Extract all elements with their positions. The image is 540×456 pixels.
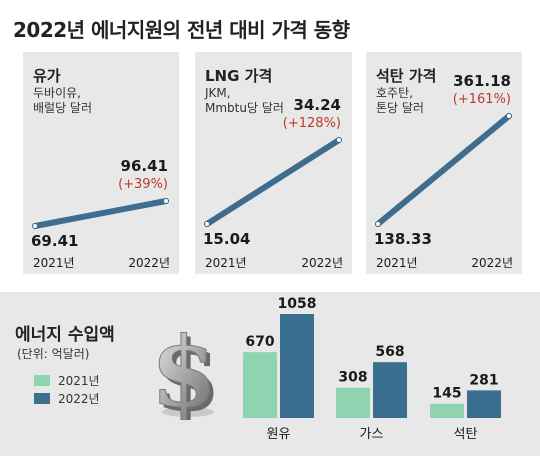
lng-value-2022: 34.24: [294, 96, 341, 114]
bar-value-gas-2021: 308: [338, 370, 367, 386]
legend-label-2022: 2022년: [58, 392, 100, 406]
imports-chart-title: 에너지 수입액: [15, 325, 115, 345]
lng-line-chart: 15.04 34.24 (+128%) 2021년 2022년: [203, 96, 343, 270]
category-label-crude-oil: 원유: [267, 427, 291, 442]
oil-change-label: (+39%): [118, 177, 168, 192]
lng-trend-line: [204, 137, 342, 227]
energy-imports-section: 에너지 수입액 (단위: 억달러) 2021년 2022년 $ $ 670 105…: [0, 292, 540, 456]
oil-value-2021: 69.41: [31, 232, 78, 250]
bar-value-coal-2022: 281: [469, 372, 498, 388]
coal-panel-subtitle: 호주탄, 톤당 달러: [376, 86, 424, 115]
lng-value-2021: 15.04: [203, 230, 250, 248]
coal-line-chart: 138.33 361.18 (+161%) 2021년 2022년: [374, 72, 513, 270]
coal-panel-title: 석탄 가격: [376, 67, 437, 85]
oil-point-2021: [32, 223, 38, 229]
oil-point-2022: [163, 198, 169, 204]
legend-swatch-2022: [34, 393, 50, 404]
oil-x-label-2022: 2022년: [128, 256, 170, 270]
svg-text:$: $: [155, 328, 220, 420]
legend-swatch-2021: [34, 375, 50, 386]
coal-value-2022: 361.18: [453, 72, 511, 90]
category-label-gas: 가스: [360, 427, 384, 442]
coal-price-panel: 석탄 가격 호주탄, 톤당 달러 138.33 361.18 (+161%) 2…: [366, 52, 522, 274]
coal-change-label: (+161%): [453, 92, 511, 107]
coal-x-label-2021: 2021년: [376, 256, 418, 270]
coal-x-label-2022: 2022년: [471, 256, 513, 270]
legend-label-2021: 2021년: [58, 374, 100, 388]
lng-point-2021: [204, 221, 210, 227]
lng-x-label-2022: 2022년: [301, 256, 343, 270]
oil-price-panel: 유가 두바이유, 배럴당 달러 69.41 96.41 (+39%) 2021년…: [23, 52, 179, 274]
oil-trend-line: [32, 198, 169, 229]
lng-change-label: (+128%): [283, 116, 341, 131]
imports-bar-chart: 670 1058 원유 308 568 가스 145 281 석탄: [243, 296, 501, 442]
coal-point-2022: [506, 113, 512, 119]
oil-panel-title: 유가: [33, 67, 61, 85]
lng-panel-title: LNG 가격: [205, 67, 273, 85]
bar-value-gas-2022: 568: [375, 344, 404, 360]
page-title: 2022년 에너지원의 전년 대비 가격 동향: [13, 18, 350, 42]
oil-line-chart: 69.41 96.41 (+39%) 2021년 2022년: [31, 157, 170, 270]
svg-text:$: $: [151, 328, 218, 420]
oil-value-2022: 96.41: [121, 157, 168, 175]
bar-coal-2021: [430, 403, 464, 418]
lng-panel-subtitle: JKM, Mmbtu당 달러: [205, 86, 284, 115]
coal-point-2021: [375, 221, 381, 227]
oil-x-label-2021: 2021년: [33, 256, 75, 270]
legend-item-2021: 2021년: [34, 372, 100, 389]
bar-crude-oil-2021: [243, 352, 277, 418]
bar-value-crude-oil-2021: 670: [245, 334, 274, 350]
bar-value-crude-oil-2022: 1058: [278, 296, 317, 312]
dollar-sign-icon: $ $: [150, 328, 220, 420]
oil-panel-subtitle: 두바이유, 배럴당 달러: [33, 86, 93, 115]
imports-unit-label: (단위: 억달러): [17, 347, 90, 361]
lng-price-panel: LNG 가격 JKM, Mmbtu당 달러 15.04 34.24 (+128%…: [195, 52, 352, 274]
legend-item-2022: 2022년: [34, 390, 100, 407]
category-label-coal: 석탄: [454, 427, 478, 442]
bar-coal-2022: [467, 390, 501, 418]
coal-value-2021: 138.33: [374, 230, 432, 248]
lng-x-label-2021: 2021년: [205, 256, 247, 270]
bar-value-coal-2021: 145: [432, 386, 461, 402]
coal-trend-line: [375, 113, 512, 227]
bar-gas-2021: [336, 387, 370, 418]
bar-gas-2022: [373, 362, 407, 418]
lng-point-2022: [336, 137, 342, 143]
bar-crude-oil-2022: [280, 314, 314, 418]
